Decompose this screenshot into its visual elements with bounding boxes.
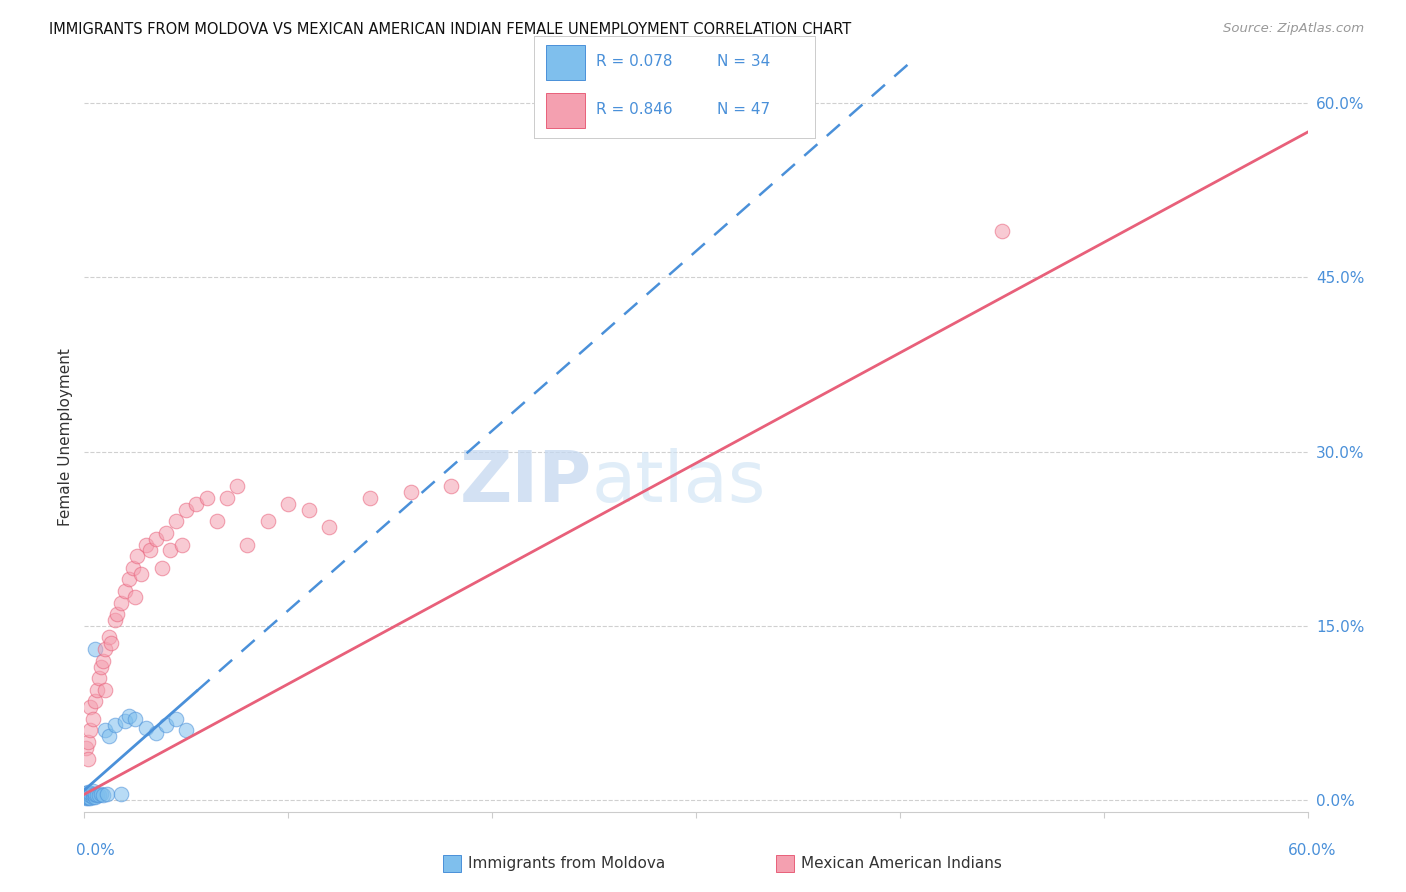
Point <box>277 497 299 511</box>
Point <box>82 784 104 798</box>
Point <box>79 786 101 800</box>
Point <box>174 502 197 516</box>
Point <box>110 596 132 610</box>
Point <box>118 573 141 587</box>
Text: R = 0.846: R = 0.846 <box>596 102 672 117</box>
Point <box>86 682 108 697</box>
Point <box>138 543 160 558</box>
Point <box>145 532 167 546</box>
Point <box>172 537 194 551</box>
Point <box>118 709 141 723</box>
Text: IMMIGRANTS FROM MOLDOVA VS MEXICAN AMERICAN INDIAN FEMALE UNEMPLOYMENT CORRELATI: IMMIGRANTS FROM MOLDOVA VS MEXICAN AMERI… <box>49 22 852 37</box>
Point <box>83 787 105 801</box>
Point <box>82 789 104 804</box>
Point <box>79 700 101 714</box>
FancyBboxPatch shape <box>546 93 585 128</box>
Point <box>159 543 181 558</box>
Point <box>257 514 280 528</box>
Point <box>79 790 101 805</box>
Point <box>165 514 187 528</box>
Point <box>77 790 100 805</box>
Point <box>145 725 167 739</box>
Point <box>135 721 157 735</box>
Point <box>77 785 100 799</box>
Point <box>83 642 105 657</box>
Point <box>93 642 115 657</box>
Point <box>82 712 104 726</box>
Point <box>155 717 177 731</box>
Point <box>165 712 187 726</box>
Point <box>114 714 136 728</box>
Point <box>150 561 173 575</box>
Point <box>186 497 208 511</box>
Text: N = 34: N = 34 <box>717 54 770 70</box>
Point <box>77 789 100 804</box>
Text: Source: ZipAtlas.com: Source: ZipAtlas.com <box>1223 22 1364 36</box>
Text: 60.0%: 60.0% <box>1288 843 1336 858</box>
Point <box>105 607 128 622</box>
Point <box>100 636 122 650</box>
Point <box>93 723 115 738</box>
Point <box>79 723 101 738</box>
Point <box>79 789 101 803</box>
FancyBboxPatch shape <box>546 45 585 79</box>
Point <box>97 729 120 743</box>
Point <box>83 789 105 804</box>
Point <box>91 789 114 803</box>
Text: atlas: atlas <box>592 448 766 516</box>
Point <box>75 789 97 804</box>
Text: N = 47: N = 47 <box>717 102 770 117</box>
Point <box>75 786 97 800</box>
Point <box>93 682 115 697</box>
Text: ZIP: ZIP <box>460 448 592 516</box>
Point <box>75 740 97 755</box>
Point <box>131 566 153 581</box>
Point <box>110 787 132 801</box>
Point <box>991 224 1014 238</box>
Point <box>124 590 146 604</box>
Point <box>135 537 157 551</box>
Point <box>82 787 104 801</box>
Point <box>77 787 100 801</box>
Point <box>90 787 112 801</box>
Point <box>318 520 340 534</box>
Point <box>236 537 259 551</box>
Point <box>75 790 97 805</box>
Point <box>205 514 228 528</box>
Point <box>87 671 110 685</box>
Point <box>75 789 97 803</box>
Text: R = 0.078: R = 0.078 <box>596 54 672 70</box>
Point <box>104 613 127 627</box>
Point <box>127 549 149 563</box>
Point <box>91 654 114 668</box>
Point <box>83 694 105 708</box>
Point <box>217 491 239 505</box>
Point <box>87 789 110 803</box>
Point <box>104 717 127 731</box>
Point <box>399 485 422 500</box>
Point <box>155 525 177 540</box>
Point <box>86 789 108 803</box>
Y-axis label: Female Unemployment: Female Unemployment <box>58 348 73 526</box>
Point <box>97 631 120 645</box>
Point <box>298 502 321 516</box>
Text: Immigrants from Moldova: Immigrants from Moldova <box>468 856 665 871</box>
Point <box>77 752 100 766</box>
Point <box>114 584 136 599</box>
Point <box>226 479 249 493</box>
Point <box>96 787 118 801</box>
Point <box>124 712 146 726</box>
Text: 0.0%: 0.0% <box>76 843 115 858</box>
Point <box>195 491 218 505</box>
Point <box>359 491 381 505</box>
Point <box>122 561 145 575</box>
Point <box>90 659 112 673</box>
Point <box>77 735 100 749</box>
Text: Mexican American Indians: Mexican American Indians <box>801 856 1002 871</box>
Point <box>440 479 463 493</box>
Point <box>174 723 197 738</box>
